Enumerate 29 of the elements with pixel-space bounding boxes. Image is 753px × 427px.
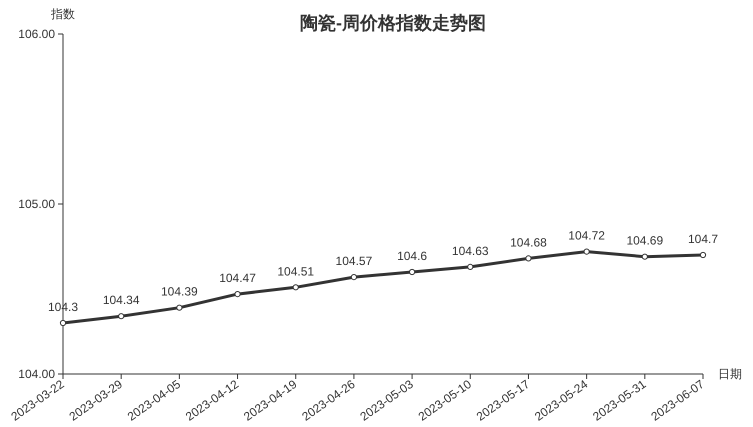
data-label: 104.47 bbox=[219, 271, 256, 286]
data-label: 104.39 bbox=[161, 284, 198, 299]
point bbox=[584, 248, 590, 255]
data-label: 104.69 bbox=[626, 234, 664, 248]
ytick: 104.00 bbox=[18, 367, 55, 381]
data-label: 104.57 bbox=[336, 254, 372, 268]
data-label: 104.7 bbox=[688, 232, 718, 246]
data-label: 104.72 bbox=[568, 228, 605, 243]
point bbox=[467, 264, 474, 270]
point bbox=[60, 320, 66, 326]
xlabel: 日期 bbox=[718, 367, 742, 381]
ytick: 106.00 bbox=[18, 27, 55, 41]
point bbox=[642, 254, 648, 260]
ylabel: 指数 bbox=[51, 7, 75, 21]
data-label: 104.6 bbox=[397, 249, 428, 263]
point bbox=[292, 284, 299, 290]
ytick: 105.00 bbox=[18, 197, 55, 211]
point bbox=[525, 255, 532, 262]
point bbox=[234, 291, 241, 298]
point bbox=[700, 252, 706, 258]
data-label: 104.34 bbox=[102, 293, 140, 308]
point bbox=[408, 268, 416, 276]
data-label: 104.51 bbox=[277, 264, 314, 278]
title: 陶瓷-周价格指数走势图 bbox=[300, 13, 486, 33]
data-label: 104.63 bbox=[452, 244, 489, 258]
point bbox=[118, 313, 124, 320]
point bbox=[350, 274, 358, 280]
point bbox=[176, 304, 182, 311]
data-label: 104.68 bbox=[510, 235, 547, 250]
